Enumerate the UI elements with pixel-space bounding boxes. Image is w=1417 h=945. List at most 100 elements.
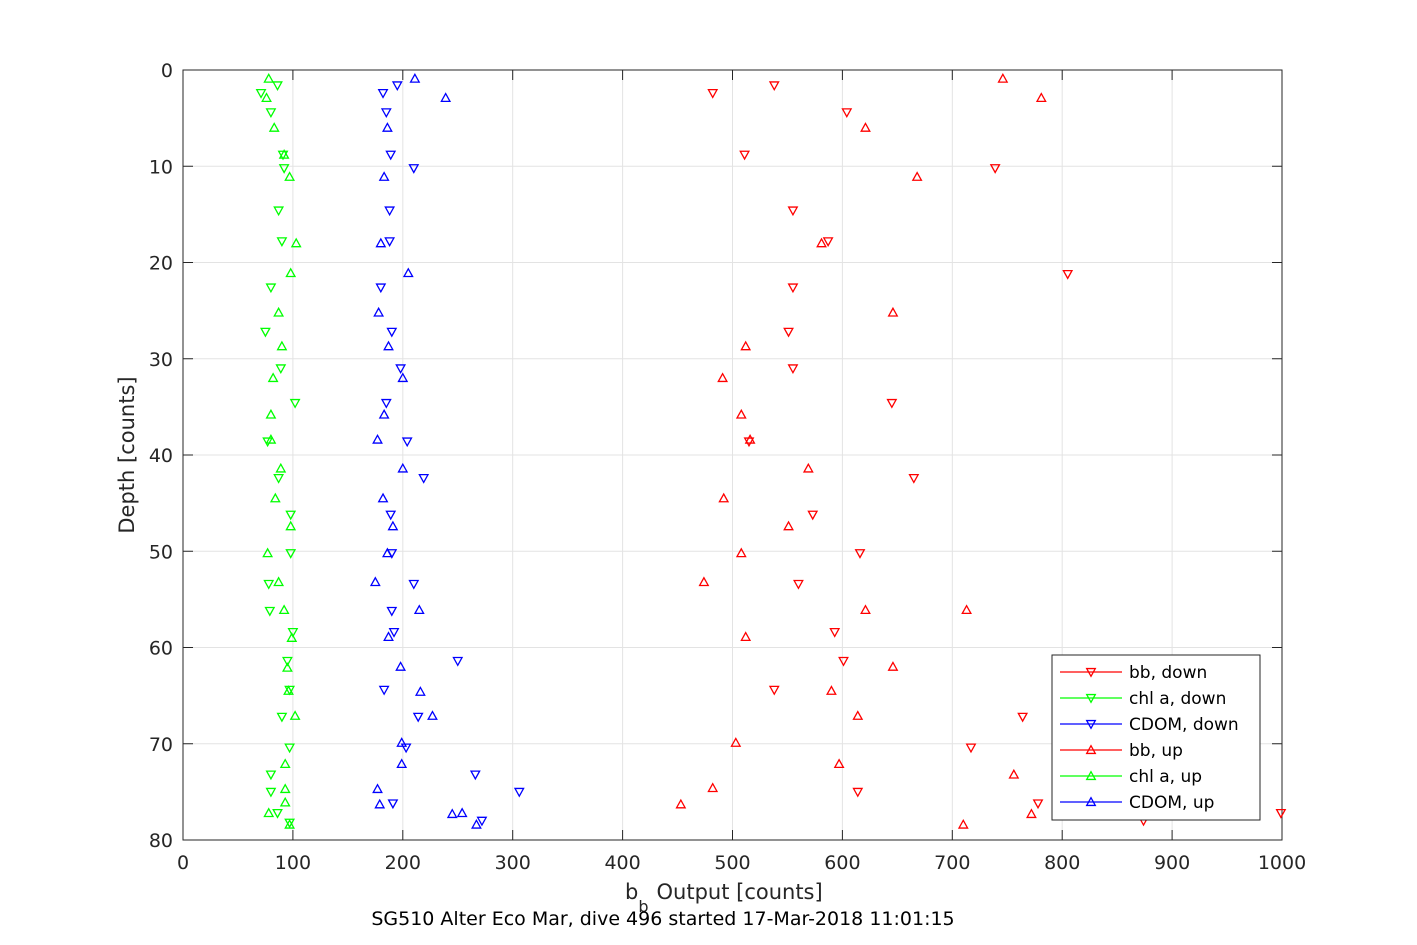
data-point xyxy=(382,547,393,558)
data-point xyxy=(265,433,277,444)
data-point xyxy=(783,327,794,338)
y-tick-label: 0 xyxy=(161,60,173,82)
data-point xyxy=(385,510,397,521)
data-point xyxy=(816,237,827,248)
x-tick-label: 700 xyxy=(934,852,970,874)
data-point xyxy=(287,628,299,638)
data-point xyxy=(384,206,396,217)
data-point xyxy=(456,807,468,818)
data-point xyxy=(707,782,719,793)
data-point xyxy=(793,579,804,590)
x-tick-label: 600 xyxy=(824,852,860,874)
series-3 xyxy=(675,73,1047,829)
data-point xyxy=(400,743,412,754)
data-point xyxy=(278,149,290,159)
data-point xyxy=(383,631,394,642)
data-point xyxy=(1275,808,1287,819)
data-point xyxy=(395,661,407,671)
x-tick-label: 1000 xyxy=(1258,852,1306,874)
data-point xyxy=(852,710,864,720)
data-point xyxy=(396,758,408,769)
data-point xyxy=(698,576,710,587)
data-point xyxy=(386,606,398,617)
legend-entry: bb, down xyxy=(1060,663,1207,683)
y-tick-label: 70 xyxy=(149,734,173,756)
data-point xyxy=(285,520,297,531)
x-tick-label: 200 xyxy=(385,852,421,874)
data-point xyxy=(401,437,413,448)
data-point xyxy=(276,237,288,247)
series-5 xyxy=(369,73,482,829)
data-point xyxy=(373,306,385,317)
data-point xyxy=(285,549,297,559)
data-point xyxy=(469,770,481,781)
data-point xyxy=(372,783,383,794)
data-point xyxy=(263,807,275,818)
data-point xyxy=(452,656,464,667)
data-point xyxy=(285,510,297,521)
data-point xyxy=(382,122,393,132)
data-point xyxy=(284,171,296,181)
data-point xyxy=(263,579,275,590)
legend-box xyxy=(1051,654,1261,821)
x-tick-label: 0 xyxy=(177,852,189,874)
x-tick-label: 900 xyxy=(1154,852,1190,874)
data-point xyxy=(284,818,296,829)
data-point xyxy=(375,237,387,248)
data-point xyxy=(740,631,752,642)
data-point xyxy=(908,474,920,484)
x-axis-label: bbOutput [counts] xyxy=(625,880,823,916)
data-point xyxy=(386,327,398,338)
data-point xyxy=(887,661,899,671)
data-point xyxy=(822,237,834,247)
data-point xyxy=(717,372,729,383)
x-tick-label: 500 xyxy=(714,852,750,874)
data-point xyxy=(273,206,285,217)
data-point xyxy=(282,662,293,672)
data-point xyxy=(262,437,274,448)
legend: bb, down chl a, down CDOM, down bb, up chl a… xyxy=(1051,654,1261,821)
data-point xyxy=(273,576,285,587)
data-point xyxy=(369,576,381,587)
legend-label: CDOM, down xyxy=(1129,715,1239,735)
data-point xyxy=(395,364,407,375)
data-point xyxy=(740,340,752,351)
data-point xyxy=(826,685,837,695)
series-0 xyxy=(707,81,1287,827)
data-point xyxy=(1035,92,1047,103)
data-point xyxy=(887,306,899,317)
data-point xyxy=(388,628,400,638)
data-point xyxy=(272,808,283,819)
legend-marker xyxy=(1085,667,1097,678)
legend-marker xyxy=(1085,796,1097,807)
data-point xyxy=(282,656,293,667)
data-point xyxy=(412,712,424,723)
data-point xyxy=(768,81,780,92)
data-point xyxy=(396,737,408,747)
data-point xyxy=(387,799,399,810)
legend-marker xyxy=(1085,693,1097,704)
data-point xyxy=(911,171,923,181)
data-point xyxy=(265,770,277,781)
data-point xyxy=(278,164,290,174)
data-point xyxy=(380,398,392,409)
data-point xyxy=(957,818,969,829)
data-point xyxy=(787,283,799,294)
data-point xyxy=(833,758,845,769)
data-point xyxy=(1032,799,1044,810)
legend-label: chl a, up xyxy=(1129,767,1202,787)
x-tick-label: 800 xyxy=(1044,852,1080,874)
data-point xyxy=(854,549,866,559)
data-point xyxy=(418,474,430,484)
data-point xyxy=(387,520,399,531)
data-point xyxy=(787,206,799,217)
series-4 xyxy=(261,73,302,829)
data-point xyxy=(286,632,298,642)
data-point xyxy=(377,492,389,503)
y-tick-label: 10 xyxy=(149,156,173,178)
legend-label: bb, up xyxy=(1129,741,1183,761)
data-point xyxy=(377,89,389,99)
data-point xyxy=(1062,269,1074,280)
y-tick-label: 40 xyxy=(149,445,173,467)
